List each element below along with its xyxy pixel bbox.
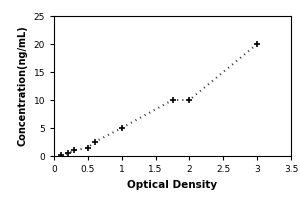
Y-axis label: Concentration(ng/mL): Concentration(ng/mL): [18, 26, 28, 146]
X-axis label: Optical Density: Optical Density: [128, 180, 218, 190]
